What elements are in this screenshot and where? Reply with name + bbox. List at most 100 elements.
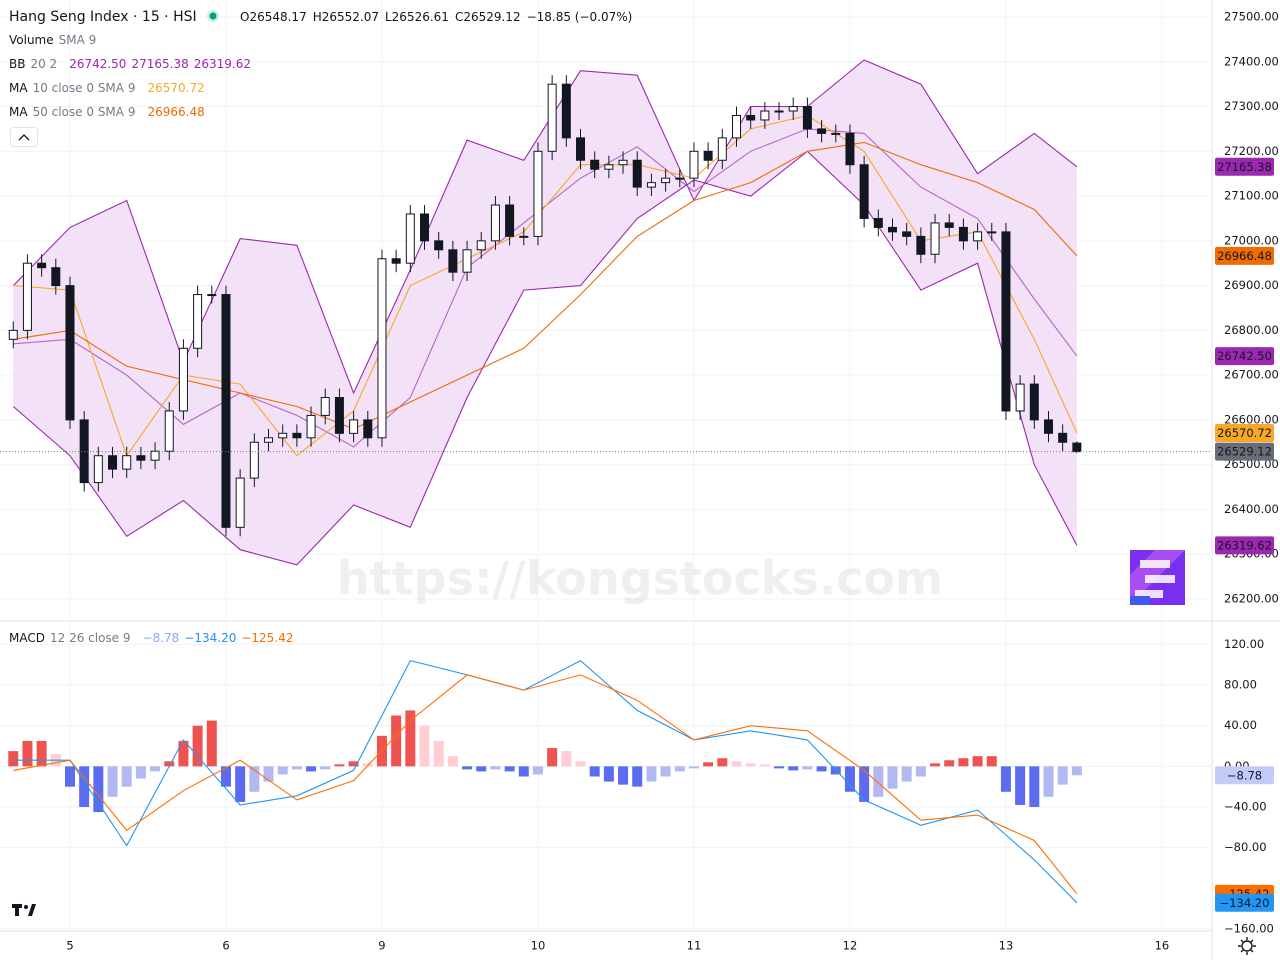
indicator-line [12,150,1078,566]
candle-body [732,114,742,139]
histogram-bar [249,766,260,792]
histogram-bar [320,766,331,770]
x-tick-label: 10 [531,939,546,953]
histogram-bar [135,766,146,779]
y-tick-label: 26500.00 [1224,457,1279,471]
candle-body [859,164,869,219]
histogram-bar [1071,766,1082,776]
histogram-bar [64,766,75,787]
candle-body [944,222,954,228]
histogram-bar [391,715,402,767]
indicator-line [13,141,1078,430]
candle-body [590,159,600,170]
settings-icon[interactable] [1241,940,1253,952]
candle-body [576,137,586,161]
candle-body [178,347,188,412]
candle-body [930,222,940,255]
histogram-bar [958,758,969,767]
bollinger-band-fill [13,59,1077,565]
histogram-bar [22,740,33,767]
candle-body [448,249,458,273]
histogram-bar [532,766,543,775]
candle-body [1015,383,1025,412]
ohlc-values: O26548.17 H26552.07 L26526.61 C26529.12 −18.… [240,10,632,24]
y-tick-label: 27300.00 [1224,99,1279,113]
candle-body [93,455,103,484]
histogram-bar [476,766,487,772]
histogram-bar [731,761,742,767]
logo-glyph [1135,560,1175,598]
histogram-bar [235,766,246,802]
candle-body [377,258,387,439]
histogram-bar [930,763,941,767]
histogram-bar [618,766,629,785]
collapse-button-box[interactable] [10,127,38,147]
histogram-bar [759,764,770,767]
histogram-bar [490,766,501,770]
histogram-bar [646,766,657,782]
candle-body [193,294,203,349]
legend-name: Volume [9,33,54,47]
candle-body [420,213,430,242]
candle-body [1043,419,1053,434]
histogram-bar [79,766,90,808]
histogram-bar [433,740,444,767]
histogram-bar [178,740,189,767]
histogram-bar [703,762,714,767]
collapse-button[interactable] [10,127,38,147]
price-badge-label: 26319.62 [1217,538,1272,552]
candle-body [51,267,61,287]
y-tick-label: 26800.00 [1224,323,1279,337]
candle-body [958,226,968,242]
candle-body [122,455,132,470]
histogram-bar [518,766,529,777]
histogram-bar [688,766,699,769]
legend-name: BB [9,57,25,71]
legend-value: −8.78 [143,631,180,645]
settings-button[interactable] [1238,937,1256,955]
candle-body [391,258,401,264]
histogram-bar [901,766,912,782]
legend-name: MA [9,105,28,119]
candle-body [604,164,614,170]
histogram-bar [192,725,203,767]
candle-body [902,231,912,237]
ohlc-value: −18.85 (−0.07%) [527,10,633,24]
candle-body [405,213,415,264]
histogram-bar [575,761,586,767]
histogram-bar [36,740,47,767]
histogram-bar [121,766,132,787]
y-tick-label: 120.00 [1224,637,1264,651]
macd-line [13,674,1078,895]
candle-body [235,477,245,528]
price-badge-label: 27165.38 [1217,160,1272,174]
histogram-bar [660,766,671,777]
tv-logo-dot [24,905,28,909]
histogram-bar [1015,766,1026,805]
price-badge [1215,347,1274,366]
candle-body [973,231,983,242]
legend-params: 10 close 0 SMA 9 [33,81,136,95]
legend-params: 20 2 [30,57,57,71]
histogram-bar [8,751,19,767]
histogram-bar [944,760,955,767]
histogram-bar [150,766,161,772]
candle-body [887,226,897,233]
legend-row: MACD 12 26 close 9 −8.78 −134.20 −125.42 [9,631,293,645]
candle-body [618,159,628,166]
histogram-bar [263,766,274,782]
watermark: https://kongstocks.com [337,552,943,606]
histogram-bar [859,766,870,802]
y-tick-label: −160.00 [1224,921,1274,935]
x-tick-label: 11 [687,939,702,953]
candle-body [476,240,486,251]
legend-name: MA [9,81,28,95]
candle-body [505,204,515,237]
histogram-bar [220,766,231,787]
price-badge [1215,536,1274,555]
y-tick-label: 27400.00 [1224,54,1279,68]
candle-body [873,217,883,228]
price-badge-label: 26742.50 [1217,349,1272,363]
tradingview-logo [12,904,36,916]
